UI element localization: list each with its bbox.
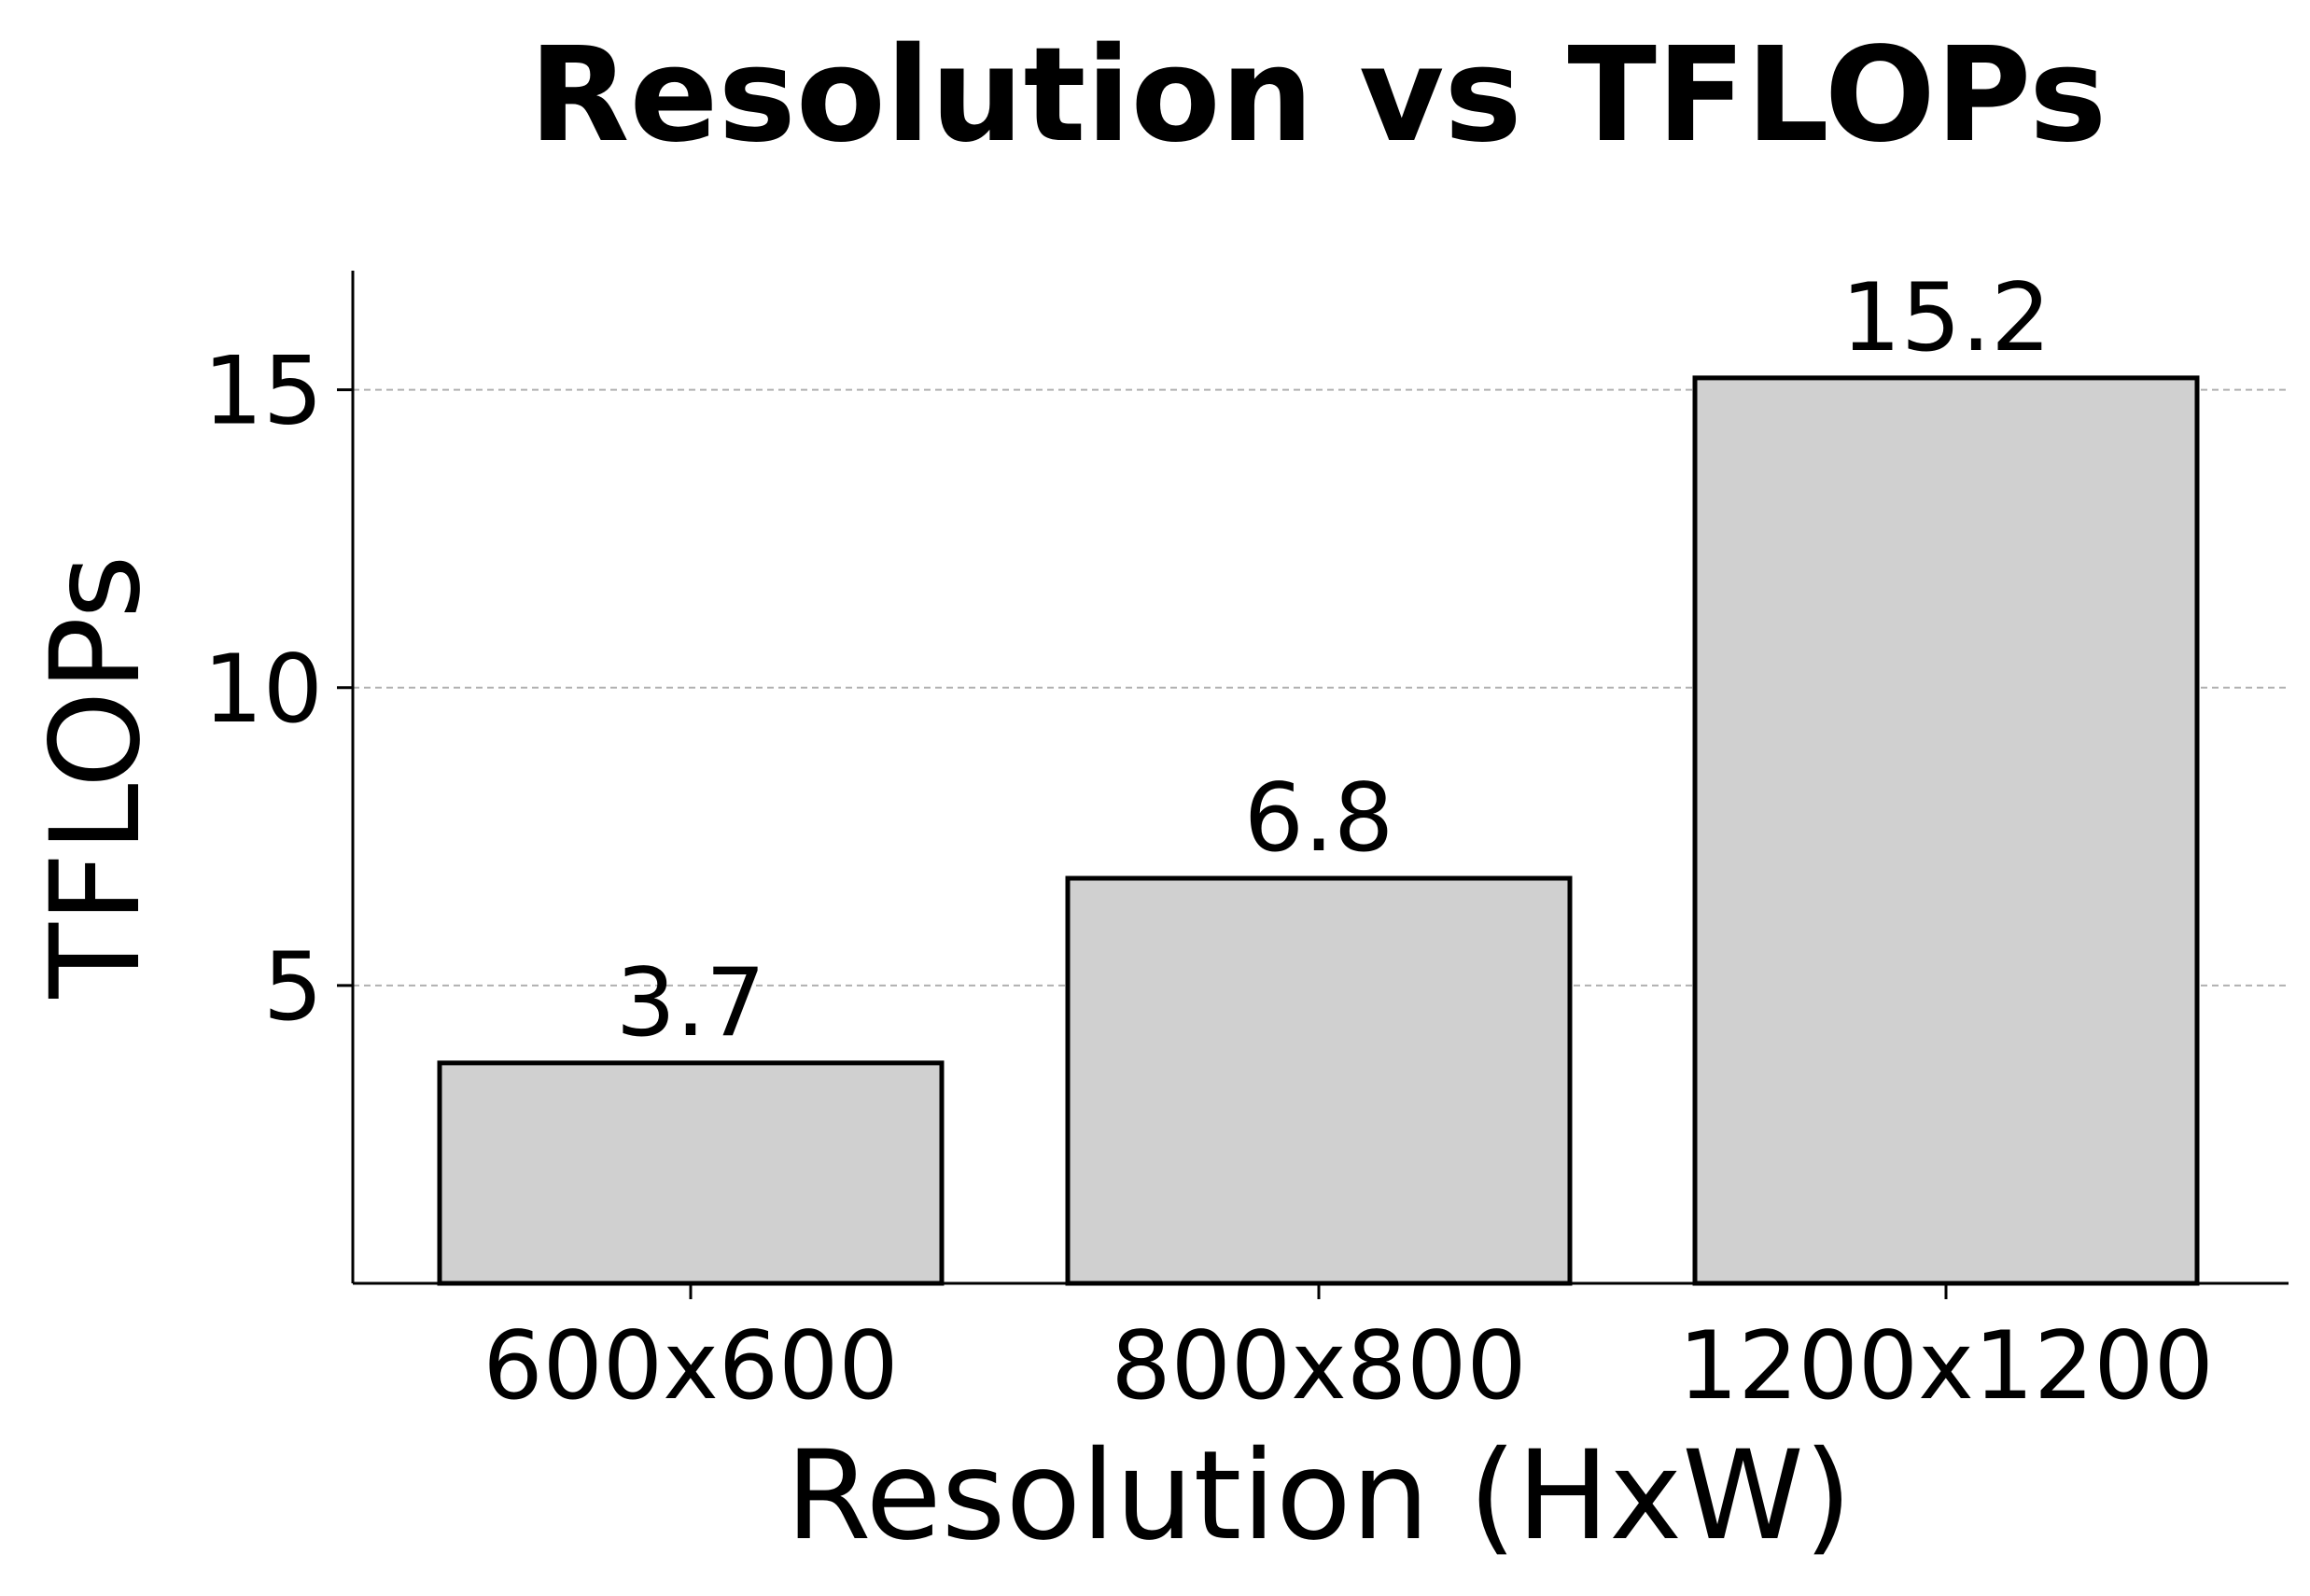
y-tick-label: 15 xyxy=(203,336,323,446)
bar xyxy=(1065,875,1573,1286)
x-tick-label: 600x600 xyxy=(483,1310,898,1421)
y-tick-label: 5 xyxy=(263,931,323,1042)
x-axis-label: Resolution (HxW) xyxy=(786,1424,1853,1568)
x-tick-label: 800x800 xyxy=(1111,1310,1526,1421)
bar xyxy=(437,1060,945,1286)
x-tick-label: 1200x1200 xyxy=(1678,1310,2214,1421)
y-tick-label: 10 xyxy=(203,634,323,744)
data-label: 6.8 xyxy=(1244,763,1394,873)
data-label: 3.7 xyxy=(616,947,766,1057)
data-label: 15.2 xyxy=(1841,262,2051,372)
axes xyxy=(351,271,2289,1285)
bar xyxy=(1692,375,2200,1286)
bars: 3.7 6.8 15.2 xyxy=(437,262,2200,1286)
y-axis-label: TFLOPs xyxy=(24,554,168,999)
ticks: 5 10 15 600x600 800x800 1200x1200 xyxy=(203,336,2213,1421)
chart-title: Resolution vs TFLOPs xyxy=(529,20,2107,172)
